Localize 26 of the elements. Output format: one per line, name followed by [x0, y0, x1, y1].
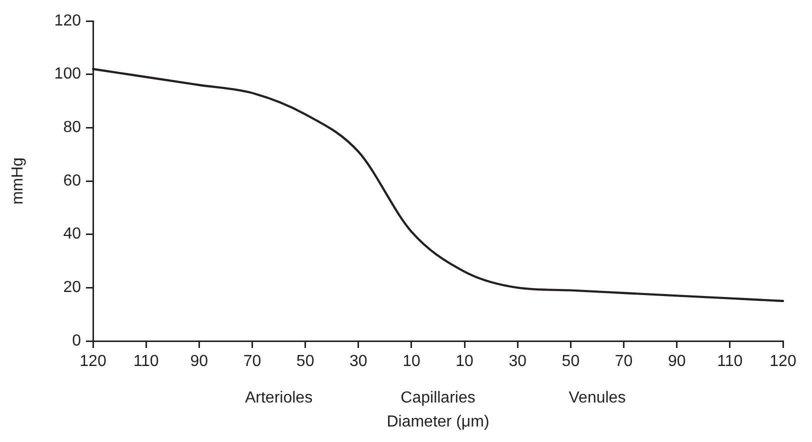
x-tick-label: 50: [562, 353, 580, 370]
y-tick-label: 0: [72, 332, 82, 350]
y-axis-title: mmHg: [9, 157, 26, 205]
x-tick-label: 90: [668, 353, 686, 370]
text: Capillaries: [400, 389, 476, 406]
y-tick-label: 40: [63, 226, 82, 243]
y-tick-label: 120: [54, 12, 82, 30]
x-tick-label: 50: [296, 353, 314, 370]
x-tick-label: 30: [508, 353, 527, 370]
y-tick-label: 100: [54, 66, 82, 83]
text: Venules: [568, 389, 626, 406]
x-tick-label: 10: [402, 353, 420, 370]
x-tick-label: 110: [133, 353, 159, 370]
x-tick-label: 110: [717, 353, 743, 370]
x-tick-label: 10: [456, 353, 474, 370]
x-tick-label: 120: [80, 353, 106, 370]
x-tick-label: 90: [190, 353, 208, 370]
text: Arterioles: [244, 389, 313, 406]
y-tick-label: 20: [63, 279, 82, 296]
x-tick-label: 30: [349, 353, 368, 370]
x-tick-label: 70: [243, 353, 262, 370]
y-tick-label: 80: [63, 119, 82, 136]
x-tick-label: 120: [770, 353, 796, 370]
x-tick-label: 70: [614, 353, 633, 370]
y-tick-label: 60: [63, 172, 82, 190]
x-axis-title: Diameter (μm): [386, 413, 490, 430]
